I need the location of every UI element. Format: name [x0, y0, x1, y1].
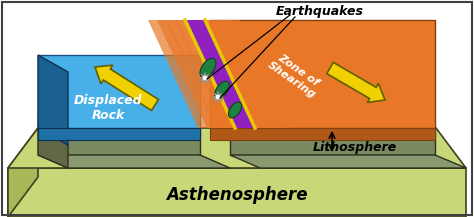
Ellipse shape [200, 58, 216, 78]
Polygon shape [175, 20, 245, 128]
Polygon shape [185, 20, 255, 128]
Polygon shape [184, 20, 254, 128]
Polygon shape [38, 155, 230, 168]
Text: Displaced
Rock: Displaced Rock [73, 94, 142, 122]
Polygon shape [157, 20, 227, 128]
Polygon shape [230, 155, 466, 168]
Ellipse shape [215, 81, 229, 99]
Polygon shape [193, 20, 263, 128]
Polygon shape [230, 128, 435, 155]
Text: Earthquakes: Earthquakes [276, 5, 364, 18]
Polygon shape [211, 20, 281, 128]
Polygon shape [212, 91, 224, 103]
Polygon shape [38, 128, 200, 155]
Polygon shape [38, 128, 200, 140]
Polygon shape [8, 128, 38, 217]
FancyArrow shape [95, 65, 158, 110]
FancyArrow shape [327, 62, 385, 102]
Polygon shape [220, 20, 290, 128]
Ellipse shape [228, 102, 242, 118]
Polygon shape [38, 55, 200, 128]
Polygon shape [8, 168, 466, 217]
Text: Lithosphere: Lithosphere [313, 141, 397, 155]
Polygon shape [8, 128, 466, 168]
Polygon shape [38, 115, 195, 128]
Polygon shape [202, 20, 272, 128]
Polygon shape [38, 128, 68, 168]
Polygon shape [199, 72, 211, 84]
Polygon shape [38, 55, 68, 145]
Polygon shape [148, 20, 218, 128]
Text: Zone of
Shearing: Zone of Shearing [266, 50, 324, 100]
Polygon shape [210, 128, 435, 140]
Polygon shape [210, 20, 435, 128]
Polygon shape [166, 20, 236, 128]
Text: Asthenosphere: Asthenosphere [166, 186, 308, 204]
Polygon shape [185, 20, 255, 128]
